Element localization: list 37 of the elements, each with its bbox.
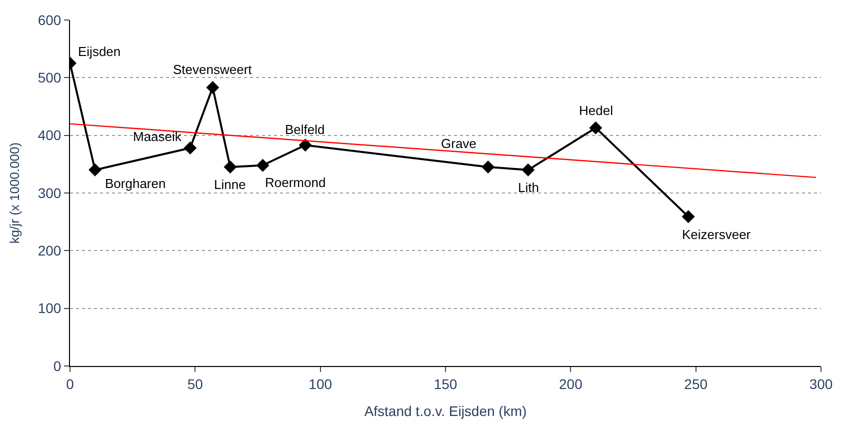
x-tick-label: 250 xyxy=(684,376,708,392)
y-tick-label: 600 xyxy=(38,12,62,28)
point xyxy=(256,158,270,172)
point xyxy=(206,80,220,94)
y-tick-label: 300 xyxy=(38,184,62,201)
annotation: Belfeld xyxy=(285,122,325,137)
annotation: Grave xyxy=(441,136,476,151)
x-tick-label: 150 xyxy=(434,376,458,392)
x-tick-label: 100 xyxy=(308,376,332,392)
annotation: Eijsden xyxy=(78,44,121,59)
annotation: Roermond xyxy=(265,175,326,190)
point xyxy=(184,142,197,155)
annotation: Stevensweert xyxy=(173,62,252,77)
x-tick-label: 200 xyxy=(558,376,583,392)
x-axis-title: Afstand t.o.v. Eijsden (km) xyxy=(364,403,527,420)
annotation: Borgharen xyxy=(105,176,166,191)
point xyxy=(224,160,237,174)
point xyxy=(88,163,102,176)
x-tick-label: 0 xyxy=(66,376,74,392)
point xyxy=(482,160,495,174)
annotation: Lith xyxy=(518,180,539,195)
annotation: Hedel xyxy=(579,103,614,118)
y-tick-label: 400 xyxy=(38,127,62,144)
point xyxy=(298,138,312,152)
y-tick-label: 200 xyxy=(38,242,62,259)
annotation: Keizersveer xyxy=(682,227,752,242)
y-tick-label: 500 xyxy=(38,70,62,86)
point xyxy=(682,210,695,224)
annotation: Linne xyxy=(214,177,246,192)
y-axis-title: kg/jr (x 1000.000) xyxy=(6,142,22,244)
point xyxy=(522,163,535,176)
annotation: Maaseik xyxy=(133,129,182,144)
x-tick-label: 50 xyxy=(187,376,204,392)
x-tick-label: 300 xyxy=(809,376,833,392)
point xyxy=(589,121,602,134)
y-tick-label: 100 xyxy=(38,300,62,316)
y-tick-label: 0 xyxy=(53,358,62,374)
